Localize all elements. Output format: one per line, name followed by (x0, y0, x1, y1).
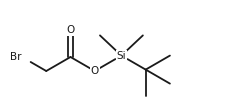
Text: Si: Si (116, 51, 126, 61)
Text: Br: Br (10, 52, 22, 62)
Text: O: O (90, 66, 98, 76)
Text: O: O (66, 25, 74, 35)
